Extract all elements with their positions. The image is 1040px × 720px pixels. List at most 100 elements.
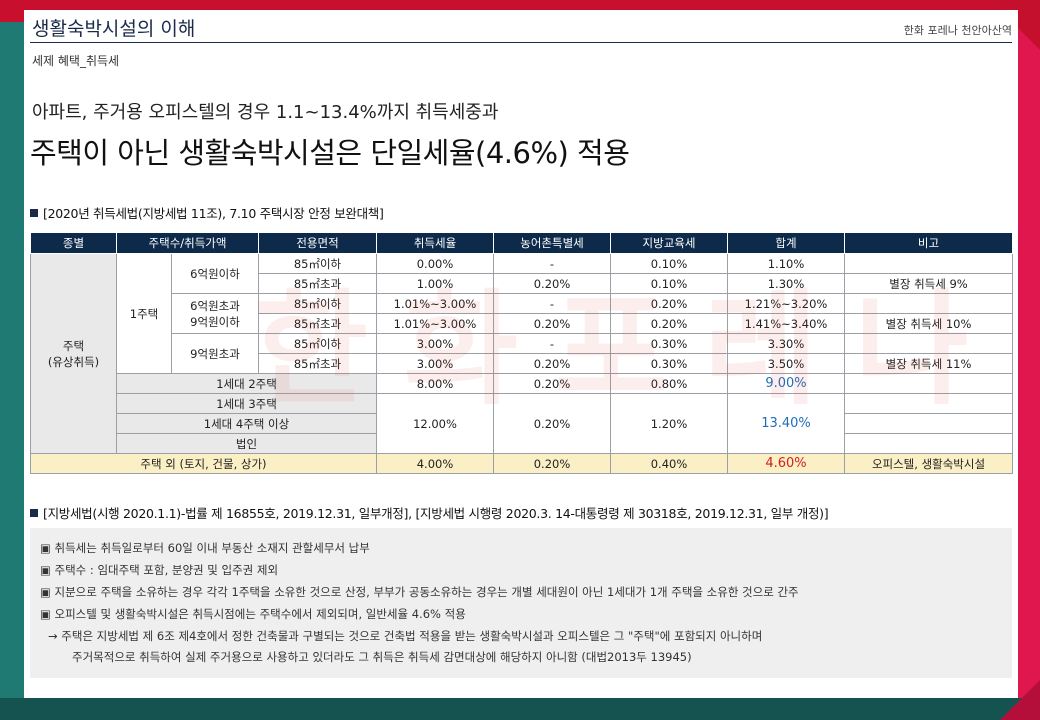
rate-cell: 12.00% <box>376 393 494 454</box>
header-divider <box>30 42 1012 43</box>
law-reference-text: [지방세법(시행 2020.1.1)-법률 제 16855호, 2019.12.… <box>43 506 829 521</box>
header-cell-edu: 지방교육세 <box>610 232 728 254</box>
edu-cell: 1.20% <box>610 393 728 454</box>
total-cell: 1.21%~3.20% <box>727 293 845 314</box>
price-band-c: 9억원초과 <box>171 333 259 374</box>
rural-cell: - <box>493 333 611 354</box>
edu-cell: 0.40% <box>610 453 728 474</box>
rural-cell: 0.20% <box>493 273 611 294</box>
header-cell-area: 전용면적 <box>258 232 377 254</box>
note-item: ▣ 취득세는 취득일로부터 60일 이내 부동산 소재지 관할세무서 납부 <box>40 541 370 555</box>
note-cell <box>844 393 1013 414</box>
rate-cell: 8.00% <box>376 373 494 394</box>
note-item: → 주택은 지방세법 제 6조 제4호에서 정한 건축물과 구별되는 것으로 건… <box>48 629 763 643</box>
note-item: ▣ 오피스텔 및 생활숙박시설은 취득시점에는 주택수에서 제외되며, 일반세율… <box>40 607 466 621</box>
note-cell: 오피스텔, 생활숙박시설 <box>844 453 1013 474</box>
table-row: 6억원초과 9억원이하 85㎡이하 1.01%~3.00% - 0.20% 1.… <box>31 293 1013 334</box>
table-row: 9억원초과 85㎡이하 3.00% - 0.30% 3.30% <box>31 333 1013 374</box>
page-title: 생활숙박시설의 이해 <box>32 18 196 40</box>
header-cell-rate: 취득세율 <box>376 232 494 254</box>
rural-cell: 0.20% <box>493 313 611 334</box>
total-cell: 1.10% <box>727 253 845 274</box>
headline-line-2: 주택이 아닌 생활숙박시설은 단일세율(4.6%) 적용 <box>30 136 630 170</box>
price-band-b-line2: 9억원이하 <box>190 314 240 329</box>
two-house-label: 1세대 2주택 <box>116 373 377 394</box>
frame-left-band <box>0 0 24 720</box>
notes-box: ▣ 취득세는 취득일로부터 60일 이내 부동산 소재지 관할세무서 납부 ▣ … <box>30 528 1012 678</box>
note-cell <box>844 253 1013 274</box>
note-cell <box>844 433 1013 454</box>
rural-cell: 0.20% <box>493 393 611 454</box>
edu-cell: 0.80% <box>610 373 728 394</box>
note-cell <box>844 293 1013 314</box>
total-cell-highlight: 13.40% <box>727 393 845 454</box>
rate-cell: 3.00% <box>376 353 494 374</box>
category-sub: (유상취득) <box>47 354 100 369</box>
note-cell: 별장 취득세 9% <box>844 273 1013 294</box>
rate-cell: 4.00% <box>376 453 494 474</box>
corporation-label: 법인 <box>116 433 377 454</box>
table-row: 법인 <box>31 433 1013 454</box>
table-header-row: 종별 주택수/취득가액 전용면적 취득세율 농어촌특별세 지방교육세 합계 비고 <box>30 232 1013 254</box>
table-row-non-housing: 주택 외 (토지, 건물, 상가) 4.00% 0.20% 0.40% 4.60… <box>30 453 1013 474</box>
header-cell-rural: 농어촌특별세 <box>493 232 611 254</box>
edu-cell: 0.30% <box>610 333 728 354</box>
header-cell-count: 주택수/취득가액 <box>116 232 259 254</box>
frame-right-band <box>1018 0 1040 720</box>
total-cell: 1.41%~3.40% <box>727 313 845 334</box>
total-cell: 1.30% <box>727 273 845 294</box>
table-caption: [2020년 취득세법(지방세법 11조), 7.10 주택시장 안정 보완대책… <box>30 203 384 222</box>
note-cell <box>844 373 1013 394</box>
note-cell: 별장 취득세 10% <box>844 313 1013 334</box>
price-band-b: 6억원초과 9억원이하 <box>171 293 259 334</box>
note-item: ▣ 주택수 : 임대주택 포함, 분양권 및 입주권 제외 <box>40 563 279 577</box>
note-cell: 별장 취득세 11% <box>844 353 1013 374</box>
rural-cell: - <box>493 293 611 314</box>
brand-label: 한화 포레나 천안아산역 <box>903 24 1012 37</box>
rate-cell: 1.01%~3.00% <box>376 313 494 334</box>
square-bullet-icon <box>30 509 38 517</box>
rural-cell: 0.20% <box>493 453 611 474</box>
note-item: 주거목적으로 취득하여 실제 주거용으로 사용하고 있더라도 그 취득은 취득세… <box>72 650 692 664</box>
rural-cell: 0.20% <box>493 353 611 374</box>
table-row: 1세대 3주택 12.00% 0.20% 1.20% 13.40% <box>31 393 1013 454</box>
non-housing-label: 주택 외 (토지, 건물, 상가) <box>30 453 377 474</box>
rural-cell: - <box>493 253 611 274</box>
rural-cell: 0.20% <box>493 373 611 394</box>
rate-cell: 1.01%~3.00% <box>376 293 494 314</box>
total-cell-highlight: 4.60% <box>727 453 845 474</box>
frame-bottom-band <box>0 698 1040 720</box>
total-cell: 3.30% <box>727 333 845 354</box>
area-cell: 85㎡초과 <box>258 313 377 334</box>
area-cell: 85㎡이하 <box>258 253 377 274</box>
acquisition-tax-table: 종별 주택수/취득가액 전용면적 취득세율 농어촌특별세 지방교육세 합계 비고… <box>30 232 1013 474</box>
table-row: 85㎡초과 1.00% 0.20% 0.10% 1.30% 별장 취득세 9% <box>31 273 1013 294</box>
header-cell-note: 비고 <box>844 232 1013 254</box>
area-cell: 85㎡이하 <box>258 333 377 354</box>
price-band-a: 6억원이하 <box>171 253 259 294</box>
rate-cell: 1.00% <box>376 273 494 294</box>
rate-cell: 0.00% <box>376 253 494 274</box>
note-cell <box>844 333 1013 354</box>
table-row: 1세대 2주택 8.00% 0.20% 0.80% 9.00% <box>31 373 1013 394</box>
area-cell: 85㎡초과 <box>258 353 377 374</box>
one-house-cell: 1주택 <box>116 253 172 374</box>
edu-cell: 0.10% <box>610 253 728 274</box>
category-cell: 주택 (유상취득) <box>30 253 117 454</box>
rate-cell: 3.00% <box>376 333 494 354</box>
law-reference-caption: [지방세법(시행 2020.1.1)-법률 제 16855호, 2019.12.… <box>30 503 829 522</box>
edu-cell: 0.30% <box>610 353 728 374</box>
area-cell: 85㎡초과 <box>258 273 377 294</box>
four-house-label: 1세대 4주택 이상 <box>116 413 377 434</box>
note-cell <box>844 413 1013 434</box>
edu-cell: 0.10% <box>610 273 728 294</box>
price-band-b-line1: 6억원초과 <box>190 298 240 313</box>
table-row: 1세대 4주택 이상 <box>31 413 1013 434</box>
header-cell-total: 합계 <box>727 232 845 254</box>
square-bullet-icon <box>30 209 38 217</box>
total-cell-highlight: 9.00% <box>727 373 845 394</box>
note-item: ▣ 지분으로 주택을 소유하는 경우 각각 1주택을 소유한 것으로 산정, 부… <box>40 585 799 599</box>
table-row: 주택 (유상취득) 1주택 6억원이하 85㎡이하 0.00% - 0.10% … <box>30 253 1013 454</box>
edu-cell: 0.20% <box>610 293 728 314</box>
three-house-label: 1세대 3주택 <box>116 393 377 414</box>
